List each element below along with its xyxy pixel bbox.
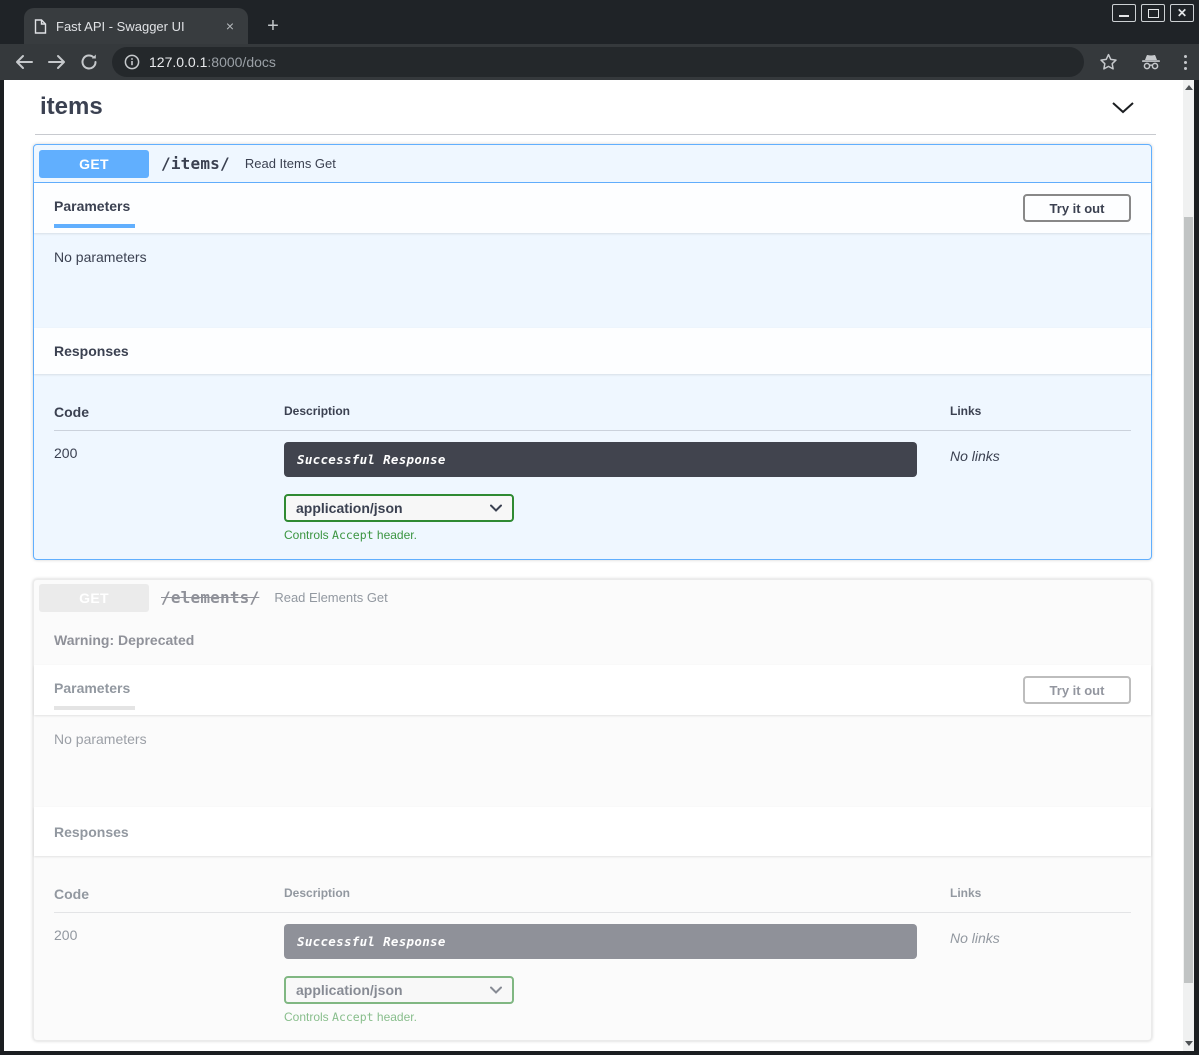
operation-path: /items/: [161, 154, 230, 173]
chevron-down-icon: [490, 986, 502, 994]
deprecation-warning: Warning: Deprecated: [54, 632, 195, 648]
tag-title: items: [40, 93, 103, 120]
try-it-out-button[interactable]: Try it out: [1023, 194, 1131, 222]
description-column-header: Description: [284, 404, 351, 418]
description-column-header: Description: [284, 886, 351, 900]
method-badge: GET: [39, 149, 149, 178]
method-badge: GET: [39, 583, 149, 612]
responses-header: Responses: [34, 328, 1151, 374]
operation-summary-text: Read Elements Get: [274, 590, 388, 605]
operation-summary-text: Read Items Get: [244, 156, 336, 171]
responses-table: Code Description Links 200 Successful Re…: [34, 374, 1151, 559]
forward-icon[interactable]: [47, 54, 67, 70]
media-type-select[interactable]: application/json: [284, 494, 514, 522]
links-column-header: Links: [950, 886, 982, 900]
response-row: 200 Successful Response application/json…: [54, 431, 1131, 542]
response-description-box: Successful Response: [284, 442, 917, 477]
no-parameters-text: No parameters: [54, 731, 147, 747]
operation-summary[interactable]: GET /elements/ Read Elements Get: [34, 580, 1151, 616]
try-it-out-button[interactable]: Try it out: [1023, 676, 1131, 704]
responses-title: Responses: [54, 343, 129, 359]
bookmark-star-icon[interactable]: [1099, 53, 1118, 71]
operation-summary[interactable]: GET /items/ Read Items Get: [34, 145, 1151, 183]
browser-tab[interactable]: Fast API - Swagger UI ×: [24, 8, 248, 44]
url-text: 127.0.0.1:8000/docs: [149, 54, 276, 70]
opblock-get-items: GET /items/ Read Items Get Parameters Tr…: [33, 144, 1152, 560]
close-icon[interactable]: ✕: [1170, 4, 1194, 22]
info-icon[interactable]: [124, 54, 140, 70]
accept-header-note: Controls Accept header.: [284, 1010, 417, 1024]
scroll-up-icon[interactable]: [1185, 85, 1193, 90]
page-content: items GET /items/ Read Items Get Paramet…: [4, 80, 1183, 1051]
parameters-header: Parameters Try it out: [34, 183, 1151, 233]
active-tab-underline: [54, 706, 135, 710]
url-path: :8000/docs: [207, 54, 276, 70]
response-description-box: Successful Response: [284, 924, 917, 959]
opblock-get-elements-deprecated: GET /elements/ Read Elements Get Warning…: [33, 579, 1152, 1041]
code-column-header: Code: [54, 886, 89, 902]
minimize-icon[interactable]: [1112, 4, 1136, 22]
accept-header-note: Controls Accept header.: [284, 528, 417, 542]
chevron-down-icon: [490, 504, 502, 512]
media-type-value: application/json: [296, 982, 403, 998]
tab-close-icon[interactable]: ×: [225, 18, 234, 34]
response-code: 200: [54, 445, 78, 461]
scroll-down-icon[interactable]: [1185, 1041, 1193, 1046]
no-parameters-text: No parameters: [54, 249, 147, 265]
incognito-icon: [1140, 53, 1162, 71]
response-code: 200: [54, 927, 78, 943]
reload-icon[interactable]: [80, 53, 98, 71]
parameters-title: Parameters: [54, 198, 131, 214]
responses-title: Responses: [54, 823, 129, 840]
url-bar[interactable]: 127.0.0.1:8000/docs: [112, 47, 1084, 77]
address-bar: 127.0.0.1:8000/docs: [0, 44, 1199, 80]
browser-menu-icon[interactable]: [1184, 54, 1187, 70]
title-bar: Fast API - Swagger UI × + ✕: [0, 0, 1199, 44]
deprecation-warning-row: Warning: Deprecated: [34, 616, 1151, 665]
active-tab-underline: [54, 224, 135, 228]
code-column-header: Code: [54, 404, 89, 420]
new-tab-icon[interactable]: +: [267, 15, 279, 37]
document-icon: [34, 18, 47, 34]
parameters-header: Parameters Try it out: [34, 665, 1151, 715]
url-host: 127.0.0.1: [149, 54, 208, 70]
collapse-chevron-down-icon[interactable]: [1111, 101, 1135, 114]
media-type-select[interactable]: application/json: [284, 976, 514, 1004]
response-row: 200 Successful Response application/json…: [54, 913, 1131, 1024]
media-type-value: application/json: [296, 500, 403, 516]
no-links-text: No links: [950, 448, 1000, 464]
tab-title: Fast API - Swagger UI: [56, 18, 185, 34]
links-column-header: Links: [950, 404, 982, 418]
parameters-body: No parameters: [34, 715, 1151, 807]
parameters-body: No parameters: [34, 233, 1151, 328]
responses-table: Code Description Links 200 Successful Re…: [34, 856, 1151, 1040]
window-controls: ✕: [1112, 4, 1194, 22]
maximize-icon[interactable]: [1141, 4, 1165, 22]
scrollbar-thumb[interactable]: [1184, 217, 1193, 983]
tag-divider: [35, 134, 1156, 135]
vertical-scrollbar[interactable]: [1183, 80, 1194, 1051]
operation-path: /elements/: [161, 588, 260, 607]
back-icon[interactable]: [14, 54, 34, 70]
response-description: Successful Response: [297, 934, 446, 949]
responses-header: Responses: [34, 807, 1151, 856]
parameters-title: Parameters: [54, 680, 131, 696]
response-description: Successful Response: [297, 452, 446, 467]
no-links-text: No links: [950, 930, 1000, 946]
